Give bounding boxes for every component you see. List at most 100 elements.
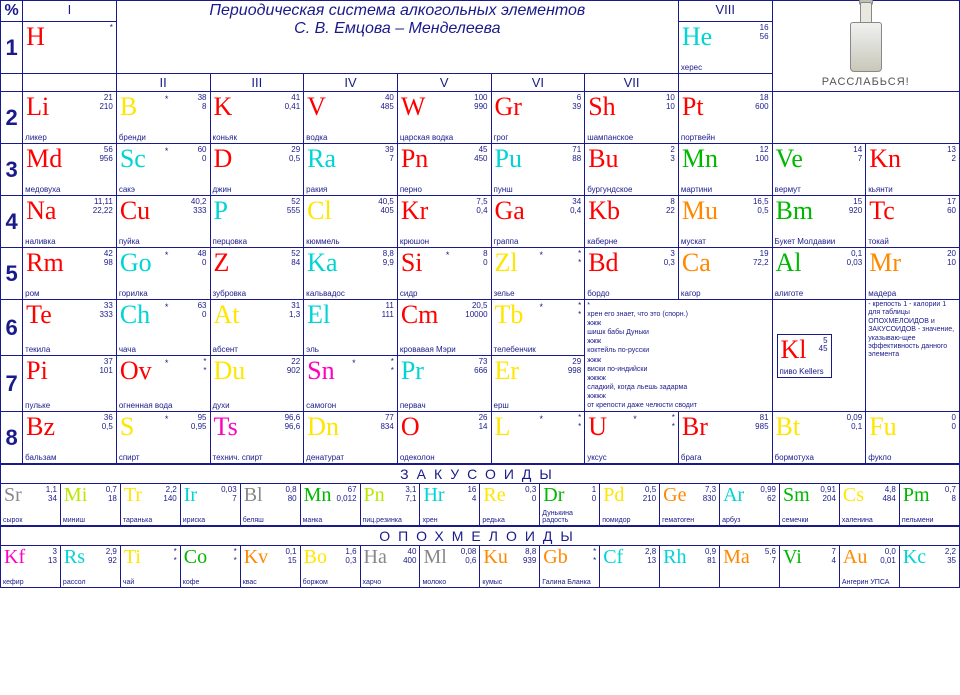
element-symbol: Dr xyxy=(543,484,564,507)
element-symbol: Kl xyxy=(781,335,807,365)
element-symbol: Rm xyxy=(26,248,64,278)
element-name: ликер xyxy=(25,133,47,142)
element-name: рассол xyxy=(63,579,86,586)
element-name: водка xyxy=(306,133,327,142)
element-numbers: 164 xyxy=(467,486,476,504)
element-numbers: 0,78 xyxy=(945,486,956,504)
element-name: кумыс xyxy=(482,579,502,586)
element-name: зубровка xyxy=(213,289,247,298)
element-numbers: 2010 xyxy=(947,250,956,268)
element-name: сидр xyxy=(400,289,418,298)
element-numbers: 1,134 xyxy=(46,486,57,504)
group-header-8: VIII xyxy=(678,1,772,22)
period-row-8: 8 Bz360,5бальзам S*950,95спирт Ts96,696,… xyxy=(1,412,960,464)
section-header-opohm: ОПОХМЕЛОИДЫ xyxy=(1,527,960,546)
element-symbol: Zl xyxy=(495,248,518,278)
element-S: S*950,95спирт xyxy=(116,412,210,464)
element-symbol: Ts xyxy=(214,412,238,442)
element-symbol: Bl xyxy=(244,484,263,507)
element-symbol: Pn xyxy=(401,144,428,174)
element-symbol: Rs xyxy=(64,546,85,569)
element-numbers: 0,880 xyxy=(285,486,296,504)
element-name: портвейн xyxy=(681,133,715,142)
element-symbol: Ra xyxy=(307,144,336,174)
element-symbol: El xyxy=(307,300,330,330)
element-name: кофе xyxy=(183,579,200,586)
element-Kb: Kb822каберне xyxy=(585,196,679,248)
element-Ar: Ar0,9962арбуз xyxy=(720,484,780,526)
element-name: кальвадос xyxy=(306,289,345,298)
element-name: грог xyxy=(494,133,509,142)
element-name: брага xyxy=(681,453,702,462)
element-name: ракия xyxy=(306,185,327,194)
element-Dr: Dr10Дунькина радость xyxy=(540,484,600,526)
element-symbol: Pt xyxy=(682,92,704,122)
element-numbers: * xyxy=(110,24,113,33)
element-numbers: 0,5210 xyxy=(643,486,656,504)
element-star: * xyxy=(165,146,169,156)
element-numbers: 670,012 xyxy=(337,486,357,504)
element-numbers: 132 xyxy=(947,146,956,164)
element-name: перцовка xyxy=(213,237,248,246)
element-Ga: Ga340,4граппа xyxy=(491,196,585,248)
element-star: * xyxy=(165,414,169,424)
element-Pt: Pt18600портвейн xyxy=(678,92,772,144)
element-Sh: Sh1010шампанское xyxy=(585,92,679,144)
promo-image: РАССЛАБЬСЯ! xyxy=(772,1,959,92)
element-Bz: Bz360,5бальзам xyxy=(23,412,117,464)
element-symbol: Kc xyxy=(903,546,926,569)
element-numbers: 410,41 xyxy=(285,94,301,112)
element-Li: Li21210ликер xyxy=(23,92,117,144)
element-Pn: Pn45450перно xyxy=(397,144,491,196)
element-symbol: Sh xyxy=(588,92,615,122)
element-symbol: Go xyxy=(120,248,152,278)
element-numbers: 0,718 xyxy=(106,486,117,504)
element-name: семечки xyxy=(782,517,809,524)
element-name: боржом xyxy=(303,579,328,586)
element-star: * xyxy=(352,358,356,368)
element-Sm: Sm0,91204семечки xyxy=(779,484,839,526)
element-symbol: U xyxy=(588,412,607,442)
element-symbol: Cu xyxy=(120,196,150,226)
element-symbol: Ov xyxy=(120,356,152,386)
element-symbol: Tc xyxy=(869,196,895,226)
element-name: вермут xyxy=(775,185,801,194)
element-numbers: 639 xyxy=(572,94,581,112)
element-name: арбуз xyxy=(722,517,740,524)
element-Ov: Ov***огненная вода xyxy=(116,356,210,412)
element-Al: Al0,10,03алиготе xyxy=(772,248,866,300)
element-numbers: 40400 xyxy=(403,548,416,566)
promo-text: РАССЛАБЬСЯ! xyxy=(775,76,957,88)
element-Ku: Ku8,8939кумыс xyxy=(480,546,540,588)
element-name: токай xyxy=(868,237,889,246)
opohmeloid-row: Kf313кефирRs2,992рассолTi**чайCo**кофеKv… xyxy=(1,546,960,588)
element-Si: Si*80сидр xyxy=(397,248,491,300)
element-Ra: Ra397ракия xyxy=(304,144,398,196)
element-symbol: Fu xyxy=(869,412,896,442)
element-name: уксус xyxy=(587,453,607,462)
element-numbers: 3,17,1 xyxy=(405,486,416,504)
element-numbers: 45450 xyxy=(474,146,487,164)
element-numbers: 15920 xyxy=(849,198,862,216)
element-Ts: Ts96,696,6технич. спирт xyxy=(210,412,304,464)
element-symbol: Rh xyxy=(663,546,686,569)
element-Kl: Kl545пиво Kellers xyxy=(777,334,832,378)
element-numbers: 311,3 xyxy=(289,302,300,320)
element-name: крюшон xyxy=(400,237,429,246)
element-numbers: 7,50,4 xyxy=(476,198,487,216)
element-numbers: 4298 xyxy=(104,250,113,268)
element-symbol: At xyxy=(214,300,240,330)
element-symbol: Ir xyxy=(184,484,197,507)
element-Mr: Mr2010мадера xyxy=(866,248,960,300)
element-name: фукло xyxy=(868,453,891,462)
element-symbol: Ma xyxy=(723,546,750,569)
legend-text: - крепость 1 - калории 1 для таблицы ОПО… xyxy=(866,300,960,412)
element-Pd: Pd0,5210помидор xyxy=(600,484,660,526)
element-name: царская водка xyxy=(400,133,453,142)
element-numbers: 480 xyxy=(198,250,207,268)
element-name: технич. спирт xyxy=(213,453,263,462)
element-numbers: 2614 xyxy=(479,414,488,432)
element-symbol: Pi xyxy=(26,356,48,386)
element-numbers: 360,5 xyxy=(102,414,113,432)
element-numbers: 388 xyxy=(198,94,207,112)
